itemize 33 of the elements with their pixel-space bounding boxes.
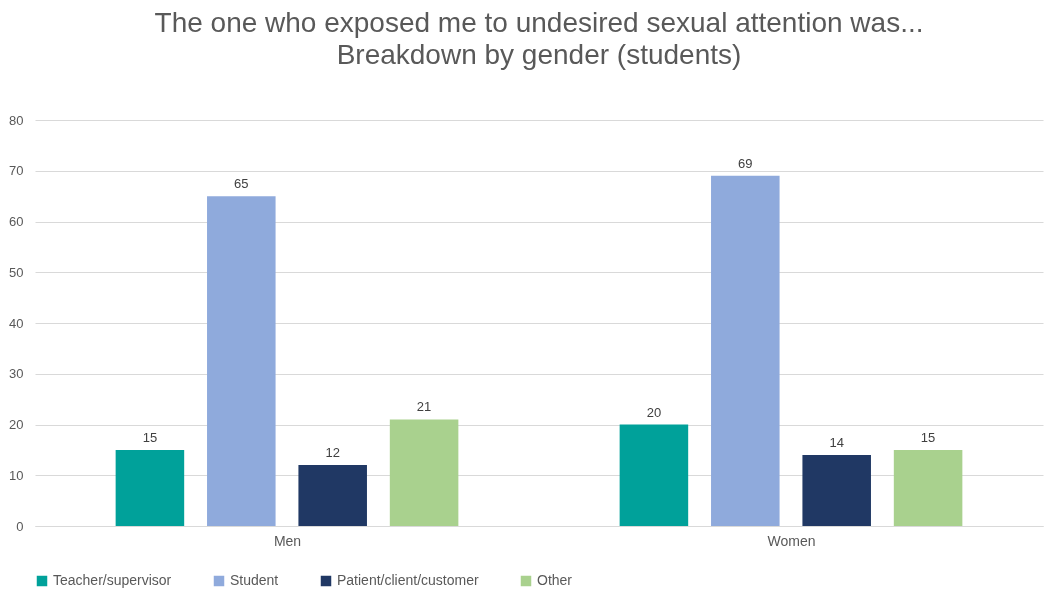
y-tick-label: 20 [9, 417, 24, 432]
chart-subtitle: Breakdown by gender (students) [336, 39, 742, 70]
chart-title: The one who exposed me to undesired sexual attention was... [154, 7, 924, 38]
bar [389, 419, 459, 526]
data-label: 15 [142, 429, 158, 445]
data-label: 20 [646, 404, 662, 420]
y-tick-label: 30 [9, 366, 24, 382]
y-tick-label: 80 [9, 112, 24, 128]
legend-label: Patient/client/customer [337, 572, 479, 588]
legend-label: Other [537, 572, 573, 588]
bar [115, 449, 185, 526]
data-label: 12 [325, 445, 340, 461]
bar [619, 424, 689, 526]
y-tick-label: 70 [9, 163, 24, 179]
data-label: 14 [829, 434, 844, 450]
y-tick-label: 10 [9, 467, 24, 483]
bar [298, 465, 367, 526]
y-tick-label: 50 [9, 264, 24, 280]
y-tick-label: 40 [9, 315, 24, 331]
bar [802, 454, 871, 526]
data-label: 15 [920, 429, 936, 445]
y-tick-label: 0 [16, 518, 24, 534]
bar [207, 196, 276, 526]
y-tick-label: 60 [9, 214, 24, 229]
x-tick-label: Men [273, 532, 302, 549]
legend-label: Student [230, 572, 279, 588]
bar [711, 175, 780, 526]
bar [893, 449, 963, 526]
data-label: 21 [416, 399, 432, 415]
data-label: 65 [234, 176, 249, 192]
data-label: 69 [738, 155, 753, 171]
legend-label: Teacher/supervisor [53, 572, 172, 588]
x-tick-label: Women [767, 532, 816, 549]
